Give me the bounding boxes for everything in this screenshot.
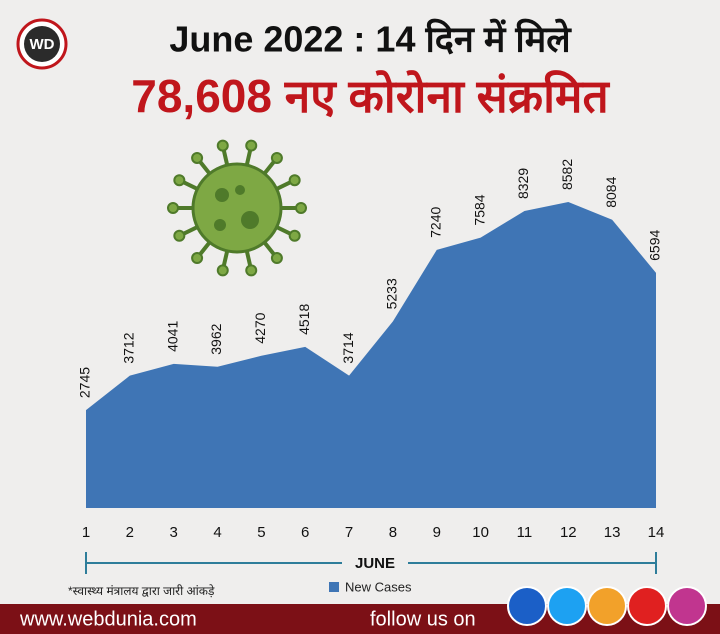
data-label: 3712 [121, 332, 137, 363]
logo-text: WD [30, 36, 55, 53]
data-label: 6594 [647, 230, 663, 261]
legend-swatch [329, 582, 339, 592]
virus-spike-tip [191, 151, 204, 164]
virus-spike-tip [270, 151, 283, 164]
x-tick-label: 6 [301, 524, 309, 541]
x-label-bg [342, 553, 408, 573]
data-label: 4270 [252, 312, 268, 343]
x-tick-label: 1 [82, 524, 90, 541]
virus-spike-tip [167, 202, 179, 214]
logo-disc [24, 26, 60, 62]
data-label: 2745 [77, 367, 93, 398]
x-tick-label: 11 [517, 524, 533, 541]
virus-spike-tip [288, 229, 301, 242]
x-tick-label: 3 [170, 524, 178, 541]
virus-spike-tip [173, 229, 186, 242]
data-label: 3714 [340, 332, 356, 363]
virus-spike-tip [245, 264, 258, 277]
x-axis-label: JUNE [355, 555, 395, 572]
footnote: *स्वास्थ्य मंत्रालय द्वारा जारी आंकड़े [68, 584, 215, 598]
virus-spike-tip [216, 264, 229, 277]
data-label: 5233 [384, 278, 400, 309]
virus-spike-tip [245, 139, 258, 152]
virus-spike-tip [216, 139, 229, 152]
chart-title: June 2022 : 14 दिन में मिले [169, 19, 572, 60]
x-tick-label: 4 [213, 524, 221, 541]
data-label: 8582 [559, 159, 575, 190]
data-label: 4518 [296, 304, 312, 335]
footer-website: www.webdunia.com [19, 608, 197, 630]
data-label: 7584 [471, 194, 487, 225]
x-tick-label: 9 [433, 524, 441, 541]
virus-illustration [167, 139, 307, 277]
chart-subtitle: 78,608 नए कोरोना संक्रमित [131, 70, 610, 122]
virus-spike-tip [295, 202, 307, 214]
x-tick-label: 2 [126, 524, 134, 541]
data-label: 8329 [515, 168, 531, 199]
virus-spike-tip [270, 252, 283, 265]
x-tick-label: 14 [648, 524, 665, 541]
x-tick-label: 10 [472, 524, 489, 541]
virus-spike-tip [191, 252, 204, 265]
virus-spike-tip [288, 174, 301, 187]
social-icons[interactable] [507, 586, 707, 626]
data-label: 8084 [603, 176, 619, 207]
data-label: 4041 [164, 321, 180, 352]
area [86, 202, 656, 508]
x-tick-label: 13 [604, 524, 621, 541]
footer-follow: follow us on [370, 608, 476, 630]
legend-label: New Cases [345, 579, 412, 594]
x-tick-label: 7 [345, 524, 353, 541]
virus-spike-tip [173, 174, 186, 187]
x-tick-label: 8 [389, 524, 397, 541]
x-tick-label: 5 [257, 524, 265, 541]
data-label: 7240 [427, 206, 443, 237]
data-label: 3962 [208, 323, 224, 354]
x-tick-label: 12 [560, 524, 577, 541]
